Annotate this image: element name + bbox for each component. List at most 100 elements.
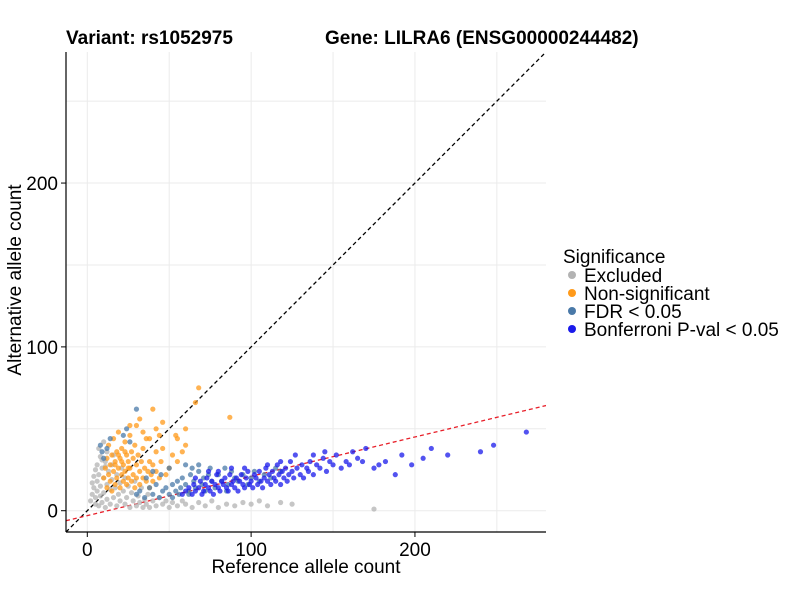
data-point (445, 452, 451, 458)
data-point (146, 485, 153, 491)
data-point (160, 488, 166, 494)
data-point (163, 485, 169, 491)
data-point (250, 485, 256, 491)
data-point (115, 452, 122, 458)
data-point (274, 462, 280, 468)
data-point (264, 462, 271, 468)
data-point (179, 449, 185, 455)
data-point (248, 478, 254, 484)
y-tick-label: 200 (26, 174, 58, 195)
data-point (259, 485, 266, 491)
data-point (150, 498, 156, 504)
data-point (266, 472, 272, 478)
data-point (182, 426, 189, 432)
data-point (307, 458, 313, 465)
data-point (196, 485, 202, 491)
data-point (310, 472, 316, 478)
data-point (119, 472, 125, 478)
data-point (371, 506, 377, 512)
data-point (392, 472, 398, 478)
data-point (150, 462, 156, 468)
data-point (124, 481, 130, 488)
data-point (182, 488, 189, 494)
data-point (130, 455, 136, 461)
data-point (359, 458, 366, 465)
data-point (289, 501, 295, 507)
data-point (217, 488, 223, 494)
data-point (187, 472, 194, 478)
data-point (289, 468, 295, 474)
data-point (174, 478, 180, 484)
data-point (201, 488, 207, 494)
data-point (420, 455, 426, 461)
data-point (99, 449, 105, 455)
data-point (158, 472, 164, 478)
data-point (305, 468, 312, 474)
data-point (215, 504, 221, 511)
data-point (241, 485, 248, 491)
data-point (160, 445, 166, 452)
data-point (96, 472, 102, 478)
data-point (150, 478, 156, 484)
data-point (202, 481, 208, 488)
data-point (125, 458, 131, 465)
data-point (133, 422, 140, 429)
data-point (137, 416, 143, 422)
data-point (371, 465, 377, 471)
data-point (109, 452, 115, 458)
data-point (169, 494, 176, 501)
data-point (220, 481, 226, 488)
data-point (94, 488, 100, 494)
data-point (186, 485, 192, 491)
data-point (128, 449, 135, 455)
data-point (102, 465, 108, 471)
data-point (138, 458, 144, 465)
data-point (128, 478, 135, 484)
x-tick-label: 0 (82, 540, 93, 561)
data-point (143, 501, 149, 507)
data-point (153, 481, 159, 488)
data-point (189, 504, 195, 511)
data-point (233, 475, 239, 481)
y-tick-label: 0 (47, 502, 58, 523)
data-point (350, 449, 356, 455)
data-point (91, 473, 97, 479)
data-point (142, 465, 148, 471)
x-tick-label: 100 (235, 540, 267, 561)
data-point (333, 452, 339, 458)
data-point (204, 475, 210, 481)
data-point (310, 452, 316, 458)
reference-line-fit (66, 404, 546, 522)
data-point (197, 478, 203, 484)
data-point (258, 478, 264, 484)
data-point (279, 468, 285, 474)
x-axis-ticks: 0 100 200 (82, 532, 431, 561)
data-point (87, 498, 94, 504)
data-point (287, 458, 294, 465)
data-point (137, 499, 143, 506)
data-point (323, 468, 330, 474)
data-point (490, 442, 497, 448)
data-point (317, 465, 323, 471)
legend-label: FDR < 0.05 (584, 302, 682, 323)
data-point (196, 499, 202, 506)
data-point (182, 481, 189, 488)
data-point (153, 426, 159, 432)
data-point (133, 503, 140, 509)
title-variant: Variant: rs1052975 (66, 28, 233, 49)
data-point (256, 498, 262, 504)
legend-key (568, 271, 576, 279)
data-point (227, 472, 233, 478)
data-point (314, 462, 320, 468)
legend-key (568, 307, 576, 315)
data-point (120, 432, 126, 438)
data-point (173, 432, 179, 438)
data-point (92, 494, 99, 501)
data-point (97, 442, 104, 448)
data-point (182, 501, 189, 507)
data-point (146, 504, 153, 511)
data-point (477, 449, 484, 455)
data-point (125, 475, 131, 481)
data-point (109, 488, 115, 494)
data-point (115, 429, 122, 435)
